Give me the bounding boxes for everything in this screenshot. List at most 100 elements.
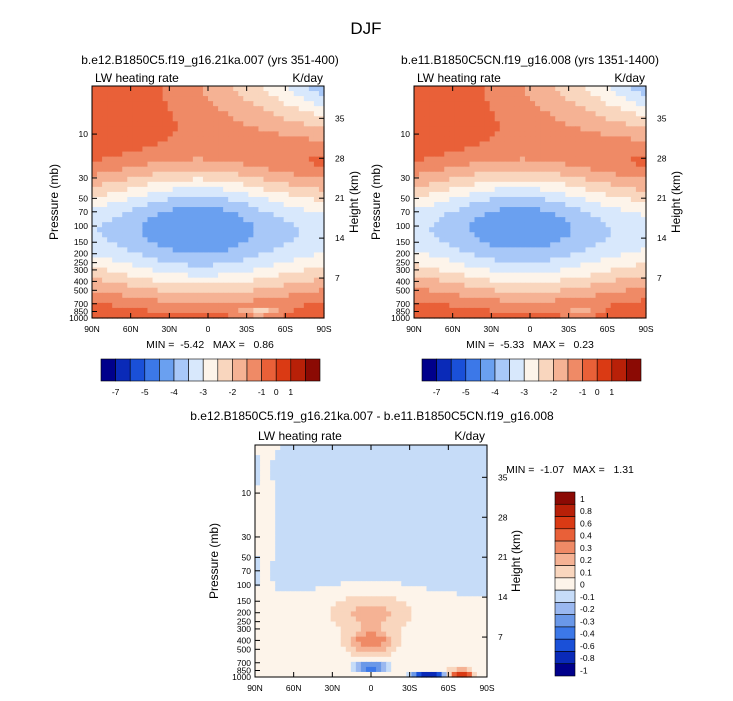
- panel-1-field-cell: [92, 151, 98, 158]
- panel-2-field-cell: [615, 217, 622, 223]
- panel-2-field-cell: [620, 96, 627, 102]
- panel-1-field-cell: [218, 181, 224, 188]
- panel-2-field-cell: [479, 262, 486, 269]
- panel-1-field-cell: [192, 116, 199, 122]
- panel-2-field-cell: [580, 106, 587, 112]
- panel-2-field-cell: [600, 292, 607, 299]
- panel-2-field-cell: [545, 171, 551, 178]
- panel-1-field-cell: [208, 196, 214, 203]
- panel-1-field-cell: [273, 146, 280, 153]
- panel-1-field-cell: [283, 196, 290, 203]
- panel-2-field-cell: [454, 267, 460, 274]
- panel-1-field-cell: [228, 277, 234, 284]
- panel-2-field-cell: [414, 196, 420, 203]
- panel-1-field-cell: [268, 161, 275, 168]
- panel-2-colorbar-box: [480, 358, 496, 382]
- panel-2-title: b.e11.B1850C5CN.f19_g16.008 (yrs 1351-14…: [401, 53, 659, 67]
- panel-1-field-cell: [157, 106, 164, 112]
- panel-1-field-cell: [273, 247, 280, 254]
- panel-1-field-cell: [117, 146, 123, 153]
- panel-1-field-cell: [318, 86, 325, 92]
- panel-1-field-cell: [273, 232, 280, 238]
- panel-2-field-cell: [535, 121, 541, 127]
- panel-1-field-cell: [243, 91, 249, 97]
- panel-2-field-cell: [600, 181, 607, 188]
- panel-1-field-cell: [162, 262, 169, 269]
- panel-2-field-cell: [484, 121, 491, 127]
- panel-3-field-cell: [441, 455, 448, 461]
- panel-1-field-cell: [213, 272, 219, 279]
- panel-3-field-cell: [476, 480, 483, 486]
- panel-1-field-cell: [238, 257, 244, 264]
- panel-1-field-cell: [213, 267, 219, 274]
- panel-2-field-cell: [489, 121, 496, 127]
- panel-2-field-cell: [504, 252, 511, 259]
- panel-2-field-cell: [540, 121, 546, 127]
- panel-2-field-cell: [434, 202, 440, 208]
- panel-1-field-cell: [303, 277, 310, 284]
- panel-3-field-cell: [255, 445, 261, 451]
- panel-1-field-cell: [208, 141, 214, 148]
- panel-3-field-cell: [295, 485, 301, 491]
- panel-2-field-cell: [524, 212, 531, 218]
- panel-3-field-cell: [381, 480, 387, 486]
- panel-2-field-cell: [530, 282, 536, 289]
- panel-1-colorbar-label: -2: [229, 387, 237, 397]
- panel-2-field-cell: [439, 282, 445, 289]
- panel-2-field-cell: [459, 126, 466, 132]
- panel-2-field-cell: [550, 121, 556, 127]
- panel-3-field-cell: [411, 475, 417, 481]
- panel-2-field-cell: [424, 212, 430, 218]
- panel-1-field-cell: [273, 141, 280, 148]
- panel-1-field-cell: [308, 161, 315, 168]
- panel-2-field-cell: [630, 212, 637, 218]
- panel-1-field-cell: [228, 196, 234, 203]
- panel-1-field-cell: [202, 196, 209, 203]
- panel-2-field-cell: [514, 242, 521, 248]
- panel-1-field-cell: [218, 136, 224, 143]
- panel-1-field-cell: [137, 91, 144, 97]
- panel-1-field-cell: [122, 166, 128, 173]
- panel-1-field-cell: [303, 116, 310, 122]
- panel-1-field-cell: [258, 181, 265, 188]
- panel-1-field-cell: [218, 101, 224, 107]
- panel-3-field-cell: [290, 455, 296, 461]
- panel-2-field-cell: [469, 247, 476, 254]
- panel-1-field-cell: [258, 257, 265, 264]
- panel-3-field-cell: [471, 500, 478, 507]
- panel-2-field-cell: [565, 91, 571, 97]
- panel-1-field-cell: [147, 161, 154, 168]
- panel-2-field-cell: [615, 96, 622, 102]
- panel-2-field-cell: [449, 202, 455, 208]
- panel-1-field-cell: [268, 111, 275, 117]
- panel-1-field-cell: [213, 181, 219, 188]
- panel-1-field-cell: [223, 312, 229, 319]
- panel-2-field-cell: [504, 312, 511, 319]
- panel-2-field-cell: [479, 302, 486, 309]
- panel-1-field-cell: [197, 277, 204, 284]
- panel-1-field-cell: [202, 171, 209, 178]
- panel-3-field-cell: [466, 460, 473, 466]
- panel-1-field-cell: [112, 126, 118, 132]
- panel-2-field-cell: [615, 161, 622, 168]
- panel-2-field-cell: [489, 237, 496, 243]
- panel-2-field-cell: [479, 151, 486, 158]
- panel-1-field-cell: [127, 106, 133, 112]
- panel-1-field-cell: [278, 131, 285, 138]
- panel-1-field-cell: [202, 121, 209, 127]
- panel-1-field-cell: [303, 257, 310, 264]
- panel-1-field-cell: [258, 111, 265, 117]
- panel-3-field-cell: [456, 450, 463, 456]
- panel-1-field-cell: [102, 282, 108, 289]
- panel-2-field-cell: [530, 297, 536, 304]
- panel-1-field-cell: [268, 252, 275, 259]
- panel-1-field-cell: [303, 141, 310, 148]
- panel-1-field-cell: [303, 86, 310, 92]
- panel-2-field-cell: [585, 96, 592, 102]
- panel-2-field-cell: [479, 96, 486, 102]
- panel-3-field-cell: [471, 470, 478, 476]
- panel-1-field-cell: [263, 202, 270, 208]
- panel-3-field-cell: [295, 460, 301, 466]
- panel-1-field-cell: [213, 232, 219, 238]
- panel-1-field-cell: [107, 227, 113, 233]
